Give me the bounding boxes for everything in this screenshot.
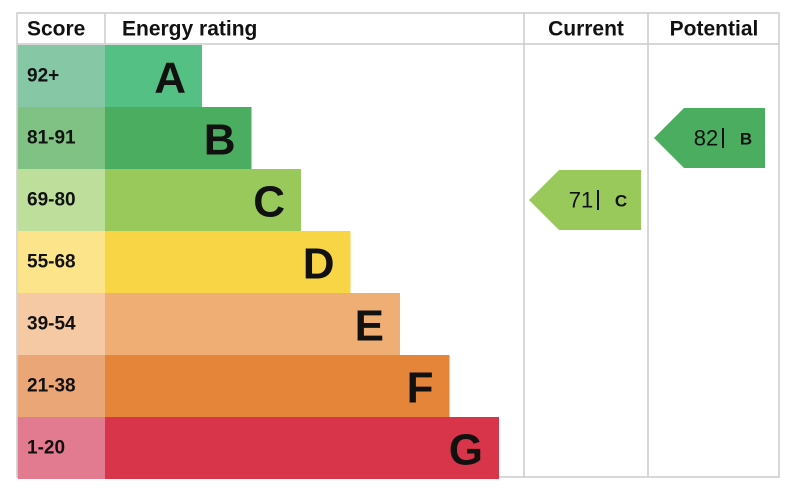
- score-cell: [17, 231, 105, 293]
- band-score: 1-20: [27, 438, 65, 459]
- band-letter: G: [449, 426, 483, 475]
- band-score: 55-68: [27, 252, 76, 273]
- potential-band: B: [740, 130, 752, 149]
- band-score: 39-54: [27, 314, 76, 335]
- header-potential: Potential: [670, 18, 759, 41]
- score-cell: [17, 107, 105, 169]
- current-score: 71: [569, 188, 593, 213]
- score-cell: [17, 45, 105, 107]
- score-cell: [17, 293, 105, 355]
- potential-score: 82: [694, 126, 718, 151]
- band-bar: [105, 169, 301, 231]
- band-bar: [105, 417, 499, 479]
- header-rating: Energy rating: [122, 18, 257, 41]
- header-current: Current: [548, 18, 624, 41]
- band-score: 81-91: [27, 128, 76, 149]
- current-arrow: [529, 170, 641, 230]
- band-bar: [105, 231, 351, 293]
- band-bar: [105, 355, 450, 417]
- band-score: 69-80: [27, 190, 76, 211]
- header-score: Score: [27, 18, 85, 41]
- score-cell: [17, 355, 105, 417]
- band-score: 92+: [27, 66, 59, 87]
- band-bar: [105, 45, 202, 107]
- band-letter: D: [303, 240, 335, 289]
- band-score: 21-38: [27, 376, 76, 397]
- score-cell: [17, 417, 105, 479]
- potential-arrow: [654, 108, 765, 168]
- band-letter: F: [407, 364, 434, 413]
- score-cell: [17, 169, 105, 231]
- band-letter: B: [204, 116, 236, 165]
- band-bar: [105, 293, 400, 355]
- band-bar: [105, 107, 252, 169]
- current-band: C: [615, 192, 627, 211]
- band-letter: A: [154, 54, 186, 103]
- band-letter: C: [253, 178, 285, 227]
- band-letter: E: [355, 302, 384, 351]
